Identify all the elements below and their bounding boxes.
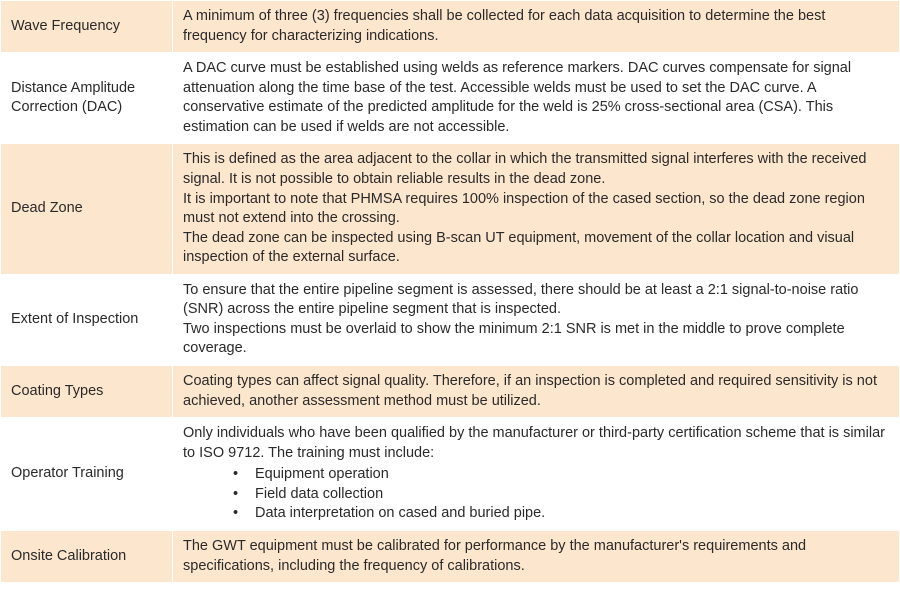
row-label: Extent of Inspection xyxy=(1,274,173,365)
desc-para: This is defined as the area adjacent to … xyxy=(183,150,889,189)
row-desc: The GWT equipment must be calibrated for… xyxy=(173,530,900,582)
table-row: Extent of Inspection To ensure that the … xyxy=(1,274,900,365)
row-label: Operator Training xyxy=(1,418,173,531)
row-desc: This is defined as the area adjacent to … xyxy=(173,144,900,274)
bullet-list: Equipment operation Field data collectio… xyxy=(183,465,889,524)
row-desc: A DAC curve must be established using we… xyxy=(173,53,900,144)
row-label: Dead Zone xyxy=(1,144,173,274)
list-item: Equipment operation xyxy=(233,465,889,485)
desc-para: Two inspections must be overlaid to show… xyxy=(183,320,889,359)
row-label: Onsite Calibration xyxy=(1,530,173,582)
row-label: Wave Frequency xyxy=(1,1,173,53)
list-item: Data interpretation on cased and buried … xyxy=(233,504,889,524)
table-row: Operator Training Only individuals who h… xyxy=(1,418,900,531)
table-row: Coating Types Coating types can affect s… xyxy=(1,366,900,418)
row-desc: Only individuals who have been qualified… xyxy=(173,418,900,531)
row-desc: A minimum of three (3) frequencies shall… xyxy=(173,1,900,53)
row-label: Distance Amplitude Correction (DAC) xyxy=(1,53,173,144)
row-label: Coating Types xyxy=(1,366,173,418)
table-row: Wave Frequency A minimum of three (3) fr… xyxy=(1,1,900,53)
desc-para: To ensure that the entire pipeline segme… xyxy=(183,281,889,320)
row-desc: Coating types can affect signal quality.… xyxy=(173,366,900,418)
desc-para: The dead zone can be inspected using B-s… xyxy=(183,229,889,268)
desc-intro: Only individuals who have been qualified… xyxy=(183,424,889,463)
table-row: Dead Zone This is defined as the area ad… xyxy=(1,144,900,274)
row-desc: To ensure that the entire pipeline segme… xyxy=(173,274,900,365)
desc-para: It is important to note that PHMSA requi… xyxy=(183,190,889,229)
list-item: Field data collection xyxy=(233,485,889,505)
table-row: Distance Amplitude Correction (DAC) A DA… xyxy=(1,53,900,144)
spec-table: Wave Frequency A minimum of three (3) fr… xyxy=(0,0,900,583)
table-row: Onsite Calibration The GWT equipment mus… xyxy=(1,530,900,582)
